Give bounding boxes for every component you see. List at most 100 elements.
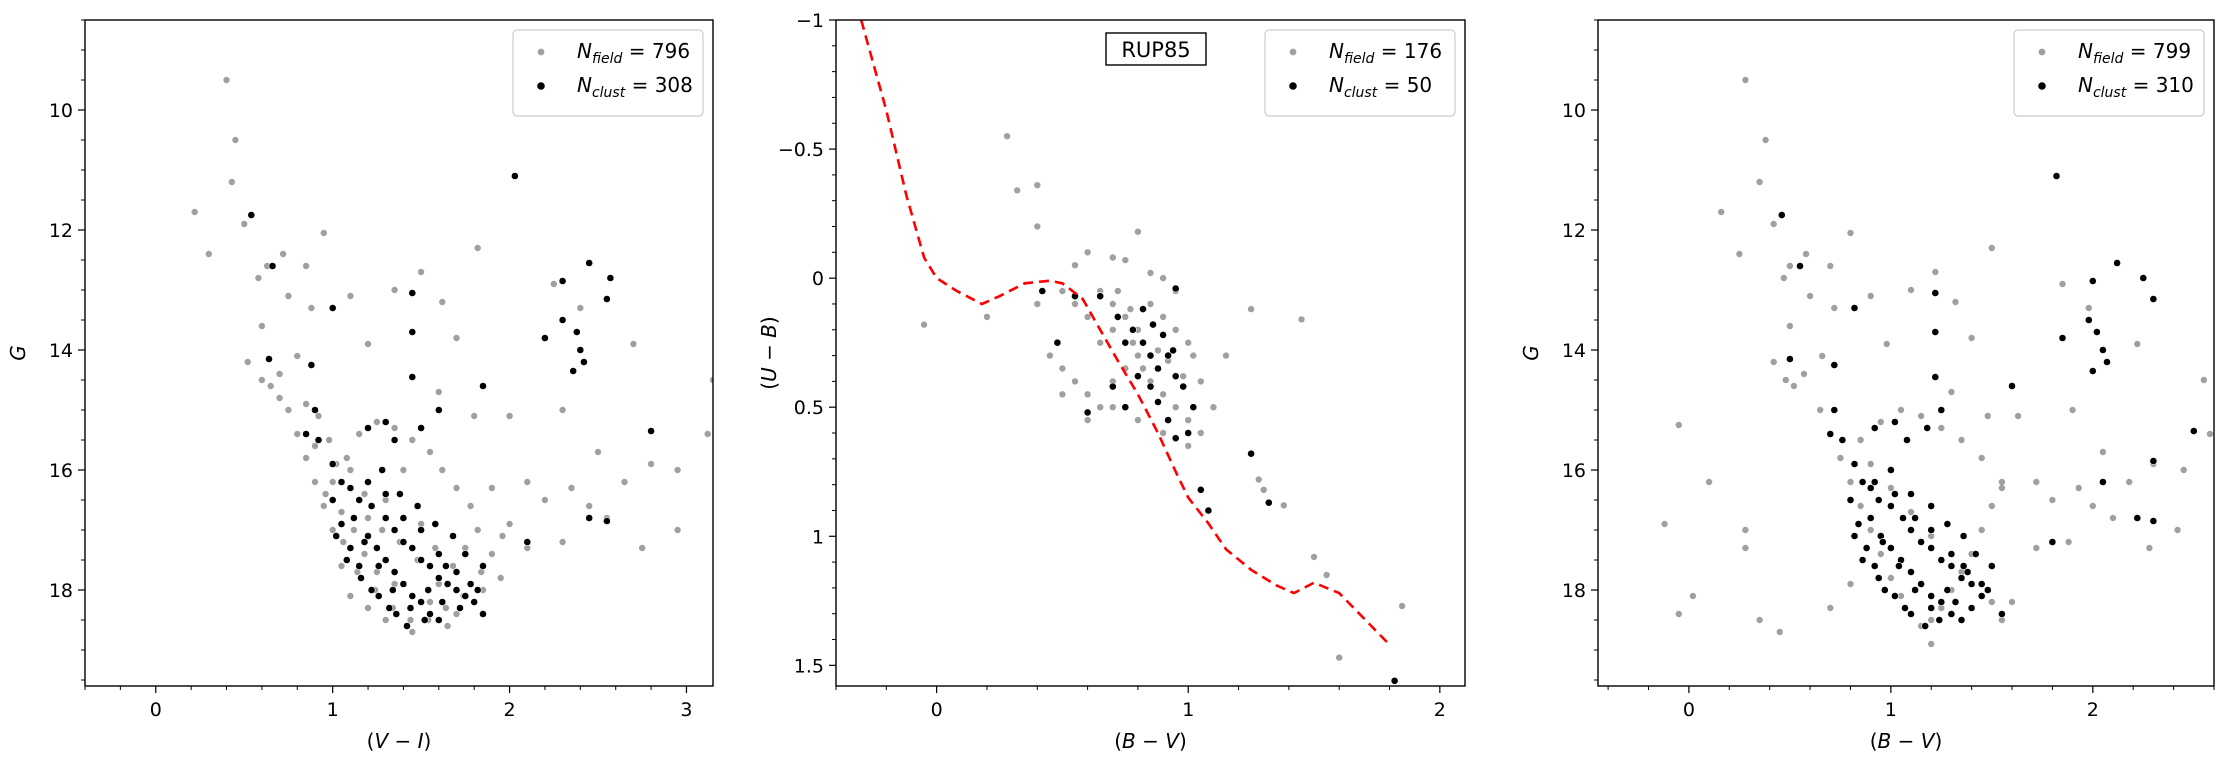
field-point (1134, 228, 1142, 235)
x-tick-label: 2 (1434, 699, 1446, 721)
field-point (1185, 339, 1192, 346)
cluster-point (1786, 355, 1794, 363)
field-point (1756, 616, 1763, 624)
cluster-point (1907, 490, 1915, 498)
field-point (391, 286, 398, 294)
y-axis-label: G (1519, 345, 1543, 361)
cluster-point (1917, 580, 1925, 588)
field-point (1928, 640, 1935, 648)
cluster-point (1907, 610, 1915, 618)
field-point (1034, 300, 1041, 308)
legend-field-marker (1289, 48, 1297, 56)
field-point (1847, 229, 1854, 237)
field-point (506, 412, 513, 420)
cluster-point (408, 328, 417, 336)
field-point (1247, 305, 1255, 313)
cluster-point (1927, 604, 1936, 612)
cluster-point (434, 406, 443, 414)
field-point (1122, 313, 1129, 321)
cluster-point (1096, 292, 1105, 301)
x-tick-label: 3 (680, 699, 692, 721)
field-point (1280, 502, 1288, 509)
cluster-point (1866, 484, 1875, 492)
field-point (1059, 391, 1066, 398)
cluster-point (1129, 325, 1137, 334)
cluster-point (2058, 334, 2067, 342)
cluster-point (1171, 372, 1180, 381)
cluster-point (424, 586, 433, 594)
field-point (478, 568, 485, 576)
cluster-point (1943, 520, 1952, 528)
field-point (426, 448, 434, 456)
field-point (1770, 358, 1777, 366)
field-point (1398, 602, 1406, 610)
field-point (1762, 136, 1769, 144)
cluster-point (1854, 520, 1863, 528)
field-point (1003, 133, 1011, 140)
field-point (258, 322, 266, 330)
cluster-point (2048, 538, 2057, 546)
field-point (1817, 406, 1824, 414)
cluster-point (1911, 514, 1919, 522)
field-point (1887, 484, 1895, 492)
field-point (1827, 604, 1834, 612)
field-point (1984, 412, 1992, 420)
cluster-point (1053, 338, 1062, 347)
cluster-point (452, 568, 461, 576)
field-point (1978, 526, 1985, 534)
cluster-point (1899, 514, 1907, 522)
field-point (1154, 347, 1162, 354)
field-point (2069, 406, 2076, 414)
cluster-point (367, 586, 376, 594)
cluster-point (479, 610, 487, 618)
field-point (453, 484, 460, 492)
field-point (1255, 476, 1262, 483)
cluster-point (2052, 172, 2061, 180)
field-point (1802, 250, 1810, 258)
cluster-point (1154, 364, 1162, 373)
field-point (417, 520, 425, 528)
field-point (2206, 430, 2214, 438)
field-point (338, 562, 345, 570)
cluster-point (1963, 568, 1972, 576)
cluster-point (1891, 490, 1899, 498)
cluster-point (381, 418, 390, 426)
cluster-point (420, 616, 429, 624)
cluster-point (417, 424, 425, 432)
cluster-point (367, 502, 376, 510)
field-point (1776, 628, 1784, 636)
field-point (1877, 418, 1885, 426)
y-tick-label: 10 (49, 100, 73, 122)
field-point (1756, 178, 1763, 186)
cluster-point (2098, 346, 2107, 354)
field-point (1109, 254, 1117, 261)
cluster-point (406, 604, 415, 612)
field-point (2033, 544, 2040, 552)
cluster-point (1887, 544, 1895, 552)
cluster-point (1159, 330, 1167, 339)
legend-frame (512, 29, 704, 117)
cluster-point (1870, 424, 1879, 432)
x-axis-label: (B − V) (1870, 729, 1943, 753)
legend-field-marker (2038, 48, 2046, 56)
field-point (568, 484, 575, 492)
legend: Nfield = 176 Nclust = 50 (1264, 29, 1456, 117)
cluster-point (1983, 586, 1992, 594)
field-point (315, 412, 322, 420)
field-point (391, 424, 398, 432)
field-point (1742, 76, 1749, 84)
field-point (1661, 520, 1668, 528)
field-point (1172, 326, 1179, 333)
field-point (474, 244, 481, 252)
field-point (1786, 262, 1794, 270)
field-point (308, 304, 315, 312)
field-point (1867, 292, 1874, 300)
y-tick-label: 16 (1562, 460, 1586, 482)
field-point (1097, 339, 1104, 346)
field-point (2180, 466, 2187, 474)
field-point (2075, 484, 2082, 492)
legend-frame (2013, 29, 2205, 117)
cluster-point (1184, 429, 1193, 437)
field-point (356, 430, 363, 438)
